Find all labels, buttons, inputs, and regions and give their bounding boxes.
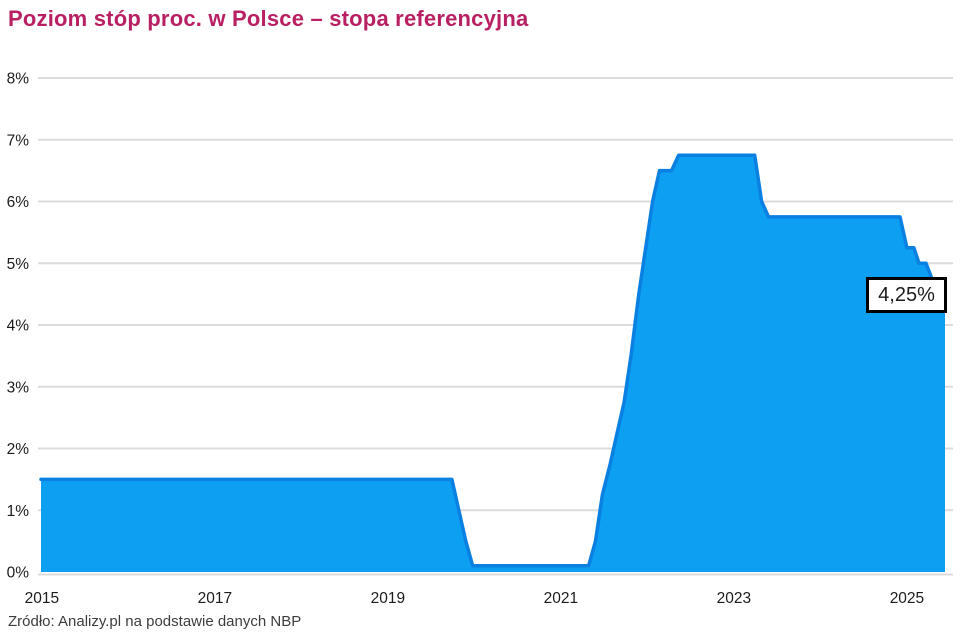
svg-text:2019: 2019	[371, 590, 405, 607]
svg-text:2025: 2025	[890, 590, 924, 607]
area-line	[39, 153, 947, 568]
svg-text:2021: 2021	[544, 590, 578, 607]
svg-text:0%: 0%	[7, 565, 30, 582]
current-value-label: 4,25%	[866, 277, 947, 313]
svg-text:2023: 2023	[717, 590, 751, 607]
svg-text:7%: 7%	[7, 132, 30, 149]
x-axis-labels: 2015 2017 2019 2021 2023 2025	[25, 590, 925, 607]
chart-title: Poziom stóp proc. w Polsce – stopa refer…	[8, 6, 529, 31]
svg-text:8%: 8%	[7, 71, 30, 88]
svg-text:4%: 4%	[7, 318, 30, 335]
svg-text:2015: 2015	[25, 590, 59, 607]
y-axis-labels: 0% 1% 2% 3% 4% 5% 6% 7% 8%	[7, 71, 30, 582]
svg-text:5%: 5%	[7, 256, 30, 273]
source-note: Zródło: Analizy.pl na podstawie danych N…	[8, 613, 302, 630]
area-fill	[41, 155, 945, 572]
svg-text:3%: 3%	[7, 379, 30, 396]
svg-text:2%: 2%	[7, 441, 30, 458]
svg-text:1%: 1%	[7, 503, 30, 520]
svg-text:2017: 2017	[198, 590, 232, 607]
svg-text:6%: 6%	[7, 194, 30, 211]
